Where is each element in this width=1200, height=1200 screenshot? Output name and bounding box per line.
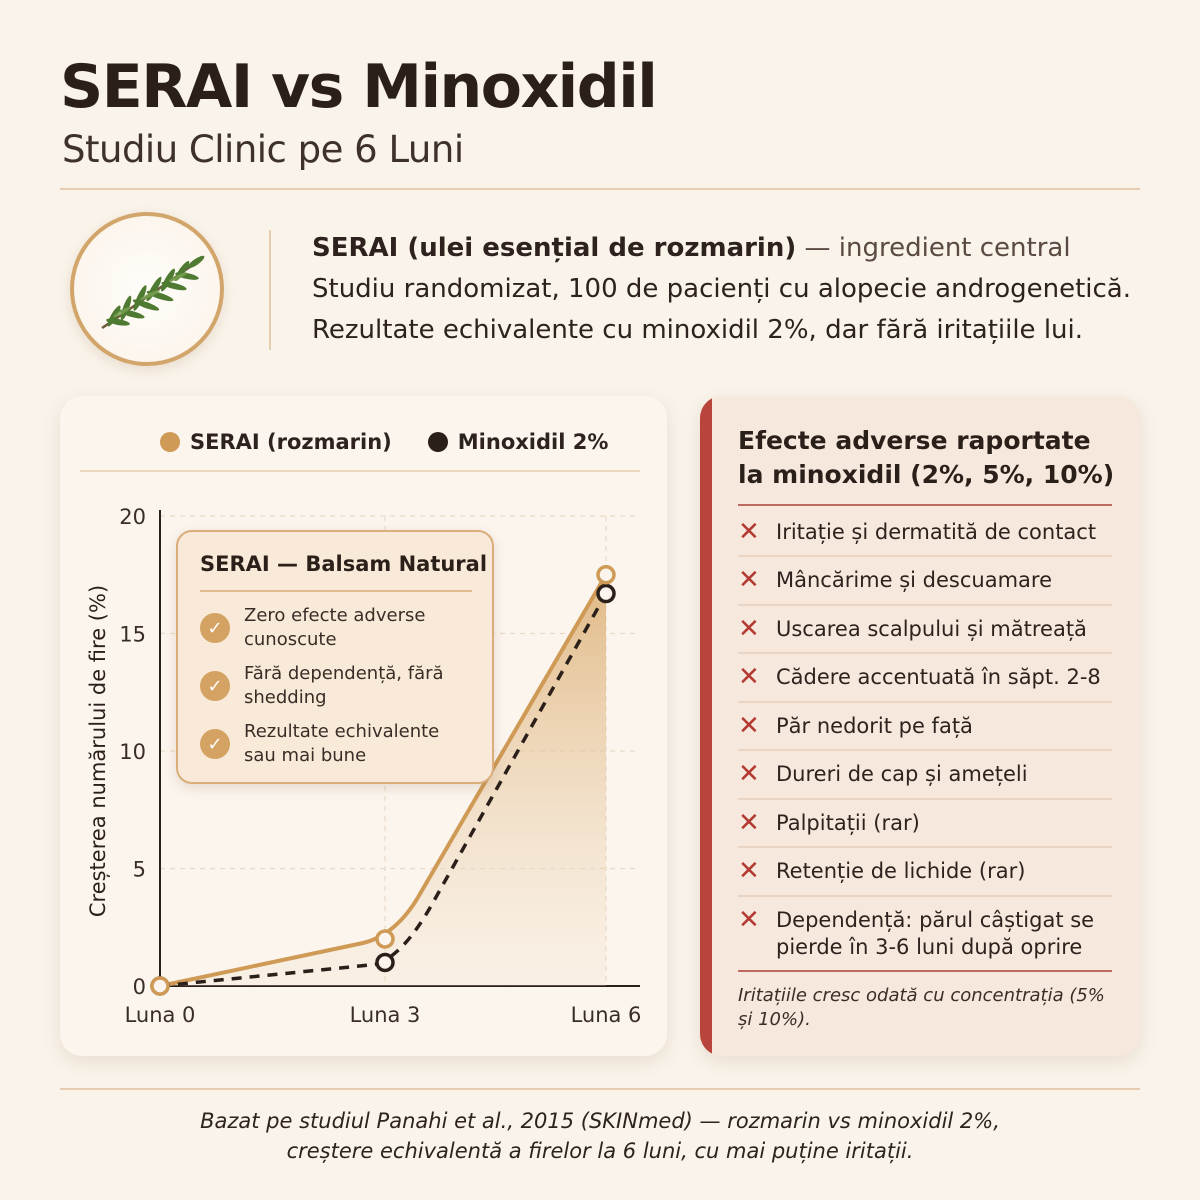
cross-icon: ✕ [738,905,760,935]
callout-item: ✓ Rezultate echivalente sau mai bune [200,720,464,768]
intro-text: SERAI (ulei esențial de rozmarin) — ingr… [312,228,1131,351]
callout-title: SERAI — Balsam Natural [200,552,488,576]
x-tick-label: Luna 6 [571,1003,642,1027]
page-subtitle: Studiu Clinic pe 6 Luni [62,128,464,171]
adverse-divider [738,555,1112,557]
legend-serai-dot [160,432,180,452]
y-tick-label: 5 [133,858,146,882]
adverse-item-text: Palpitații (rar) [776,811,920,835]
cross-icon: ✕ [738,856,760,886]
legend-item-serai: SERAI (rozmarin) [160,430,392,454]
legend-divider [80,470,640,472]
cross-icon: ✕ [738,711,760,741]
footer-divider [60,1088,1140,1090]
adverse-note-divider [738,970,1112,972]
y-tick-label: 0 [133,975,146,999]
adverse-item: ✕ Dependență: părul câștigat se pierde î… [738,907,1116,961]
header-divider [60,188,1140,190]
cross-icon: ✕ [738,759,760,789]
serai-point [150,976,170,996]
minoxidil-point [375,952,395,973]
adverse-item: ✕ Iritație și dermatită de contact [738,519,1116,546]
adverse-divider [738,798,1112,800]
cross-icon: ✕ [738,662,760,692]
adverse-item: ✕ Palpitații (rar) [738,810,1116,837]
adverse-divider [738,895,1112,897]
serai-point [596,565,616,585]
cross-icon: ✕ [738,614,760,644]
legend-serai-label: SERAI (rozmarin) [190,430,392,454]
serai-point [375,929,395,949]
adverse-divider [738,846,1112,848]
minoxidil-point [596,583,616,604]
cross-icon: ✕ [738,808,760,838]
adverse-item: ✕ Păr nedorit pe față [738,713,1116,740]
adverse-item: ✕ Cădere accentuată în săpt. 2-8 [738,664,1116,691]
callout-item-text: Fără dependență, fără shedding [244,663,444,708]
footer-line-2: creștere echivalentă a firelor la 6 luni… [286,1139,914,1163]
adverse-item: ✕ Uscarea scalpului și mătreață [738,616,1116,643]
check-icon: ✓ [200,671,230,701]
callout-item-text: Zero efecte adverse cunoscute [244,605,426,650]
adverse-item-text: Retenție de lichide (rar) [776,859,1026,883]
adverse-divider [738,652,1112,654]
adverse-item-text: Păr nedorit pe față [776,714,973,738]
legend-minoxidil-label: Minoxidil 2% [457,430,609,454]
rosemary-sprig-icon [101,255,205,330]
intro-lead: SERAI (ulei esențial de rozmarin) — ingr… [312,228,1131,269]
check-icon: ✓ [200,613,230,643]
adverse-title-divider [738,504,1112,506]
intro-lead-rest: — ingredient central [796,233,1071,263]
adverse-title: Efecte adverse raportate la minoxidil (2… [738,426,1115,489]
y-tick-label: 10 [119,740,146,764]
serai-area [160,574,606,986]
adverse-divider [738,604,1112,606]
legend-item-minoxidil: Minoxidil 2% [427,430,609,454]
chart-card: SERAI (rozmarin) Minoxidil 2% 0 5 10 15 20 Lu… [60,396,667,1056]
serai-callout: SERAI — Balsam Natural ✓ Zero efecte adv… [176,530,494,784]
chart-legend: SERAI (rozmarin) Minoxidil 2% [160,430,644,454]
adverse-accent-bar [700,396,712,1056]
page-title: SERAI vs Minoxidil [60,52,658,122]
adverse-item: ✕ Dureri de cap și amețeli [738,761,1116,788]
adverse-item-text: Mâncărime și descuamare [776,568,1053,592]
y-axis-label: Creșterea numărului de fire (%) [86,585,110,917]
adverse-item-text: Dureri de cap și amețeli [776,762,1028,786]
callout-item: ✓ Fără dependență, fără shedding [200,662,464,710]
footer-line-1: Bazat pe studiul Panahi et al., 2015 (SK… [200,1109,1000,1133]
x-tick-label: Luna 3 [350,1003,421,1027]
adverse-divider [738,701,1112,703]
cross-icon: ✕ [738,517,760,547]
adverse-item-text: Iritație și dermatită de contact [776,520,1097,544]
adverse-item-text: Cădere accentuată în săpt. 2-8 [776,665,1101,689]
adverse-item: ✕ Retenție de lichide (rar) [738,858,1116,885]
legend-minoxidil-dot [427,432,448,452]
callout-item: ✓ Zero efecte adverse cunoscute [200,604,464,652]
callout-divider [200,590,472,592]
adverse-note: Iritațiile cresc odată cu concentrația (… [738,985,1105,1030]
rosemary-emblem [70,212,224,366]
adverse-divider [738,749,1112,751]
intro-line-3: Rezultate echivalente cu minoxidil 2%, d… [312,315,1084,345]
adverse-item-text: Dependență: părul câștigat se pierde în … [776,908,1095,959]
x-tick-label: Luna 0 [125,1003,196,1027]
y-tick-label: 15 [119,623,146,647]
cross-icon: ✕ [738,565,760,595]
adverse-item: ✕ Mâncărime și descuamare [738,567,1116,594]
callout-item-text: Rezultate echivalente sau mai bune [244,721,440,766]
intro-divider [269,230,271,350]
serai-line [159,573,608,988]
check-icon: ✓ [200,729,230,759]
intro-line-2: Studiu randomizat, 100 de pacienți cu al… [312,274,1131,304]
adverse-effects-card: Efecte adverse raportate la minoxidil (2… [700,396,1140,1056]
intro-lead-bold: SERAI (ulei esențial de rozmarin) [312,233,797,263]
line-chart: 0 5 10 15 20 Luna 0 Luna 3 Luna 6 Creșterea numă… [86,505,642,1027]
footer: Bazat pe studiul Panahi et al., 2015 (SK… [0,1106,1200,1166]
adverse-item-text: Uscarea scalpului și mătreață [776,617,1087,641]
y-tick-label: 20 [119,505,146,529]
